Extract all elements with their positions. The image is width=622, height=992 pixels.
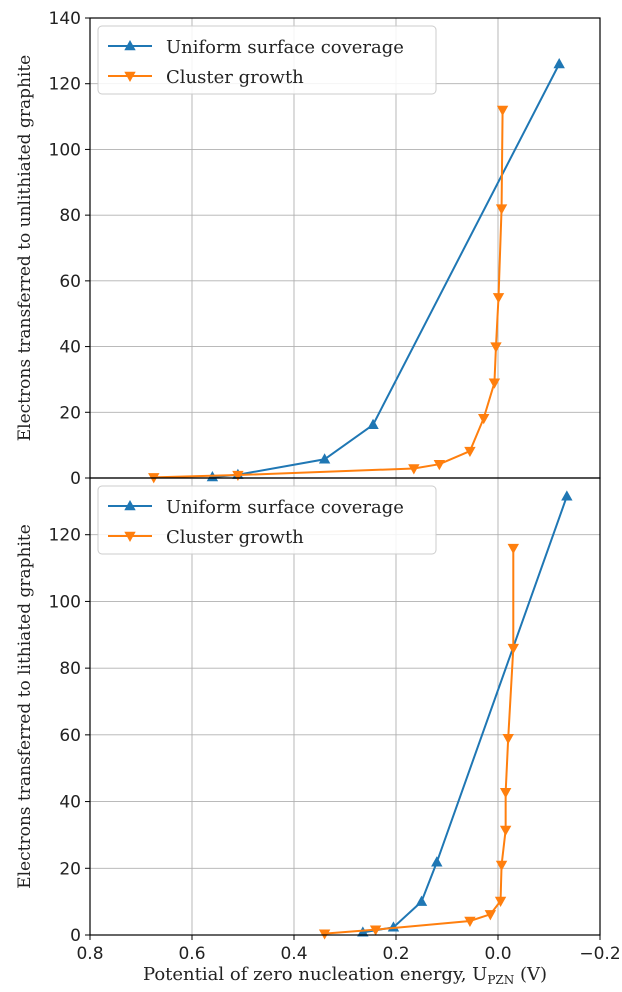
y-tick-label: 20 — [59, 859, 81, 879]
series-cluster — [148, 105, 509, 484]
y-tick-label: 40 — [59, 793, 81, 813]
data-point — [499, 825, 512, 836]
grid — [90, 18, 600, 478]
x-tick-label: 0.4 — [280, 944, 307, 964]
legend-box — [97, 485, 437, 555]
y-tick-label: 80 — [59, 206, 81, 226]
data-point — [484, 910, 497, 921]
data-point — [464, 446, 476, 458]
data-point — [232, 470, 244, 482]
series-cluster — [318, 543, 519, 940]
data-point — [495, 860, 508, 871]
data-point — [496, 105, 509, 116]
x-tick-label: 0.2 — [382, 944, 409, 964]
legend-label: Uniform surface coverage — [166, 497, 404, 518]
legend-marker — [124, 71, 136, 82]
y-tick-label: 120 — [49, 526, 81, 546]
data-point — [495, 204, 508, 215]
series-line — [212, 63, 561, 479]
data-point — [415, 895, 428, 906]
data-point — [507, 543, 519, 555]
data-point — [490, 342, 502, 353]
x-tick-label: −0.2 — [579, 944, 620, 964]
legend-marker — [124, 500, 136, 511]
data-point — [408, 464, 420, 475]
y-tick-label: 0 — [70, 926, 81, 946]
data-point — [318, 453, 331, 464]
legend-label: Cluster growth — [166, 527, 304, 548]
legend-box — [97, 25, 437, 95]
y-tick-label: 60 — [59, 726, 81, 746]
series-line — [324, 548, 515, 935]
data-point — [478, 414, 490, 425]
panel-1: 0 20 40 60 80 100 120 140 Uniform surface covera… — [15, 9, 601, 489]
y-axis-label: Electrons transferred to lithiated graph… — [15, 524, 35, 889]
y-tick-label: 60 — [59, 272, 81, 292]
y-tick-label: 40 — [59, 338, 81, 358]
data-point — [507, 643, 519, 655]
x-axis-label: Potential of zero nucleation energy, UPZ… — [143, 964, 547, 987]
data-point — [499, 788, 512, 799]
x-tick-label: 0.6 — [178, 944, 205, 964]
y-axis-label: Electrons transferred to unlithiated gra… — [15, 55, 35, 442]
series-uniform — [357, 490, 573, 937]
legend-marker — [124, 40, 136, 51]
data-point — [492, 293, 505, 304]
data-point — [464, 916, 476, 927]
y-tick-label: 100 — [49, 140, 81, 160]
data-point — [367, 418, 379, 429]
data-point — [553, 58, 565, 69]
y-tick-label: 140 — [49, 9, 81, 29]
x-tick-label: 0.8 — [76, 944, 103, 964]
data-point — [431, 856, 443, 867]
x-tick-label: 0.0 — [484, 944, 511, 964]
data-point — [488, 378, 501, 389]
legend-label: Cluster growth — [166, 67, 304, 88]
y-tick-label: 120 — [49, 75, 81, 95]
data-point — [561, 490, 573, 501]
series-line — [153, 109, 504, 479]
y-tick-label: 20 — [59, 403, 81, 423]
legend-marker — [124, 531, 136, 542]
axes-frame — [89, 477, 601, 936]
y-tick-label: 80 — [59, 659, 81, 679]
y-tick-label: 100 — [49, 592, 81, 612]
data-point — [433, 460, 446, 471]
panel-2: 0 20 40 60 80 100 120 Uniform surface coverage C… — [15, 477, 601, 946]
series-uniform — [206, 58, 565, 482]
data-point — [369, 925, 382, 936]
series-line — [362, 496, 568, 934]
y-tick-label: 0 — [70, 469, 81, 489]
legend: Uniform surface coverage Cluster growth — [97, 485, 437, 555]
data-point — [502, 733, 514, 745]
data-point — [494, 896, 507, 907]
legend-label: Uniform surface coverage — [166, 37, 404, 58]
legend: Uniform surface coverage Cluster growth — [97, 25, 437, 95]
